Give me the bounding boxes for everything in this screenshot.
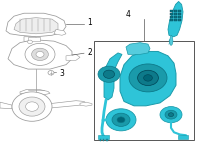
Bar (174, 10, 177, 12)
Bar (100, 139, 101, 141)
Polygon shape (80, 102, 92, 106)
Polygon shape (14, 18, 58, 34)
Text: 3: 3 (59, 69, 64, 78)
Bar (174, 16, 177, 18)
Circle shape (32, 48, 48, 61)
Bar (106, 139, 108, 141)
Bar (98, 135, 109, 139)
Polygon shape (66, 54, 80, 60)
Bar (170, 10, 173, 12)
Circle shape (12, 92, 52, 121)
Circle shape (112, 113, 130, 126)
Bar (174, 19, 177, 21)
Bar (174, 13, 177, 15)
Polygon shape (168, 1, 183, 37)
Polygon shape (104, 53, 122, 100)
Circle shape (129, 64, 167, 92)
Polygon shape (24, 37, 36, 43)
Polygon shape (8, 40, 72, 69)
Bar (94, 41, 194, 140)
Text: 1: 1 (87, 18, 92, 27)
Circle shape (144, 75, 152, 81)
Circle shape (168, 113, 174, 117)
Circle shape (138, 70, 158, 86)
Polygon shape (50, 101, 86, 108)
Circle shape (98, 66, 120, 82)
Circle shape (117, 117, 125, 123)
Bar (178, 135, 188, 139)
Bar (178, 16, 181, 18)
Bar (178, 10, 181, 12)
Circle shape (48, 71, 54, 75)
Polygon shape (170, 35, 173, 46)
Circle shape (28, 40, 32, 44)
Circle shape (36, 51, 44, 57)
Polygon shape (0, 102, 12, 109)
Polygon shape (126, 43, 150, 54)
Polygon shape (20, 90, 50, 95)
Polygon shape (28, 37, 40, 41)
Circle shape (103, 70, 115, 78)
Polygon shape (54, 29, 66, 35)
Bar (170, 13, 173, 15)
Circle shape (165, 110, 177, 119)
Polygon shape (120, 51, 176, 106)
Text: 4: 4 (126, 10, 131, 19)
Circle shape (26, 102, 38, 111)
Bar (178, 13, 181, 15)
Circle shape (25, 43, 55, 65)
Bar (170, 16, 173, 18)
Bar (170, 19, 173, 21)
Circle shape (19, 97, 45, 116)
Circle shape (106, 109, 136, 131)
Circle shape (160, 107, 182, 123)
Bar (103, 139, 104, 141)
Text: 2: 2 (87, 48, 92, 57)
Polygon shape (6, 13, 66, 37)
Bar (178, 19, 181, 21)
